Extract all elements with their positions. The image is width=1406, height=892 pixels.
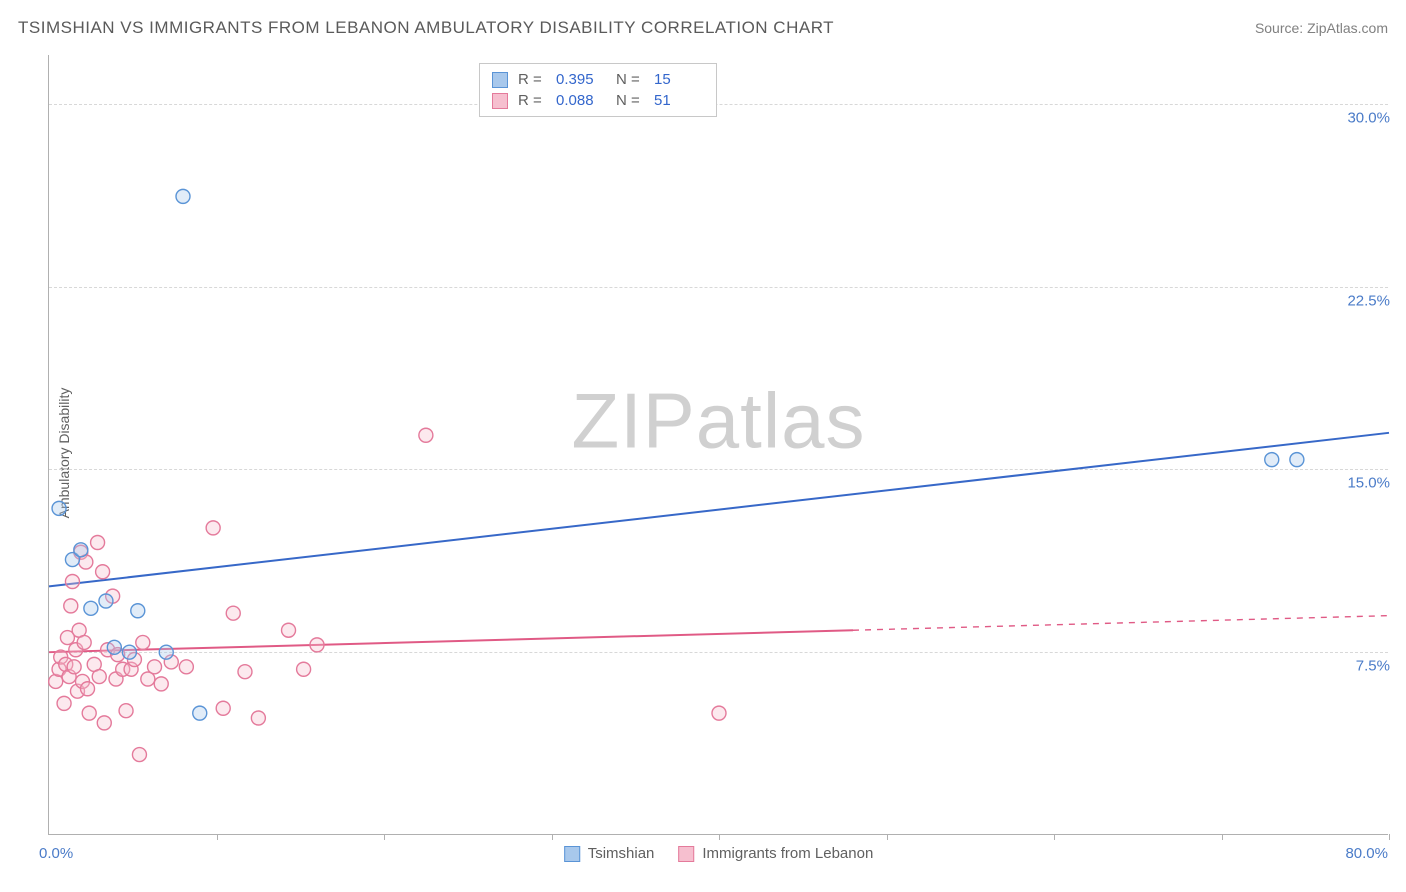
source-attribution: Source: ZipAtlas.com — [1255, 20, 1388, 36]
swatch-tsimshian — [564, 846, 580, 862]
stat-r-value-tsimshian: 0.395 — [556, 71, 606, 88]
stats-legend-box: R = 0.395 N = 15 R = 0.088 N = 51 — [479, 63, 717, 117]
legend-item-tsimshian: Tsimshian — [564, 845, 655, 862]
data-point — [226, 606, 240, 620]
data-point — [57, 696, 71, 710]
chart-plot-area: Ambulatory Disability ZIPatlas 7.5%15.0%… — [48, 55, 1388, 835]
legend-label-tsimshian: Tsimshian — [588, 845, 655, 862]
data-point — [148, 660, 162, 674]
x-tick — [384, 834, 385, 840]
data-point — [77, 635, 91, 649]
x-axis-min-label: 0.0% — [39, 845, 73, 862]
data-point — [107, 640, 121, 654]
data-point — [91, 536, 105, 550]
data-point — [419, 428, 433, 442]
data-point — [97, 716, 111, 730]
swatch-lebanon — [678, 846, 694, 862]
data-point — [310, 638, 324, 652]
stat-n-label: N = — [616, 92, 644, 109]
data-point — [119, 704, 133, 718]
stat-n-value-tsimshian: 15 — [654, 71, 704, 88]
data-point — [1265, 453, 1279, 467]
data-point — [1290, 453, 1304, 467]
x-tick — [887, 834, 888, 840]
data-point — [216, 701, 230, 715]
x-tick — [1389, 834, 1390, 840]
x-tick — [1222, 834, 1223, 840]
x-tick — [217, 834, 218, 840]
data-point — [96, 565, 110, 579]
data-point — [712, 706, 726, 720]
x-tick — [1054, 834, 1055, 840]
data-point — [64, 599, 78, 613]
data-point — [193, 706, 207, 720]
legend-label-lebanon: Immigrants from Lebanon — [702, 845, 873, 862]
data-point — [132, 748, 146, 762]
x-axis-max-label: 80.0% — [1345, 845, 1388, 862]
data-point — [251, 711, 265, 725]
stat-n-label: N = — [616, 71, 644, 88]
data-point — [179, 660, 193, 674]
data-point — [67, 660, 81, 674]
data-point — [84, 601, 98, 615]
stat-n-value-lebanon: 51 — [654, 92, 704, 109]
legend-bottom: Tsimshian Immigrants from Lebanon — [564, 845, 874, 862]
stat-r-label: R = — [518, 71, 546, 88]
data-point — [65, 575, 79, 589]
stats-row-tsimshian: R = 0.395 N = 15 — [492, 69, 704, 90]
swatch-lebanon — [492, 93, 508, 109]
data-point — [206, 521, 220, 535]
data-point — [82, 706, 96, 720]
regression-line-extrapolated — [853, 616, 1389, 631]
stats-row-lebanon: R = 0.088 N = 51 — [492, 90, 704, 111]
regression-line — [49, 433, 1389, 587]
data-point — [92, 670, 106, 684]
data-point — [159, 645, 173, 659]
data-point — [136, 635, 150, 649]
scatter-svg — [49, 55, 1388, 834]
data-point — [238, 665, 252, 679]
x-tick — [552, 834, 553, 840]
data-point — [74, 543, 88, 557]
data-point — [52, 501, 66, 515]
data-point — [297, 662, 311, 676]
stat-r-label: R = — [518, 92, 546, 109]
legend-item-lebanon: Immigrants from Lebanon — [678, 845, 873, 862]
stat-r-value-lebanon: 0.088 — [556, 92, 606, 109]
data-point — [81, 682, 95, 696]
swatch-tsimshian — [492, 72, 508, 88]
x-tick — [719, 834, 720, 840]
data-point — [282, 623, 296, 637]
data-point — [176, 189, 190, 203]
data-point — [131, 604, 145, 618]
data-point — [154, 677, 168, 691]
data-point — [122, 645, 136, 659]
data-point — [99, 594, 113, 608]
chart-title: TSIMSHIAN VS IMMIGRANTS FROM LEBANON AMB… — [18, 18, 834, 38]
